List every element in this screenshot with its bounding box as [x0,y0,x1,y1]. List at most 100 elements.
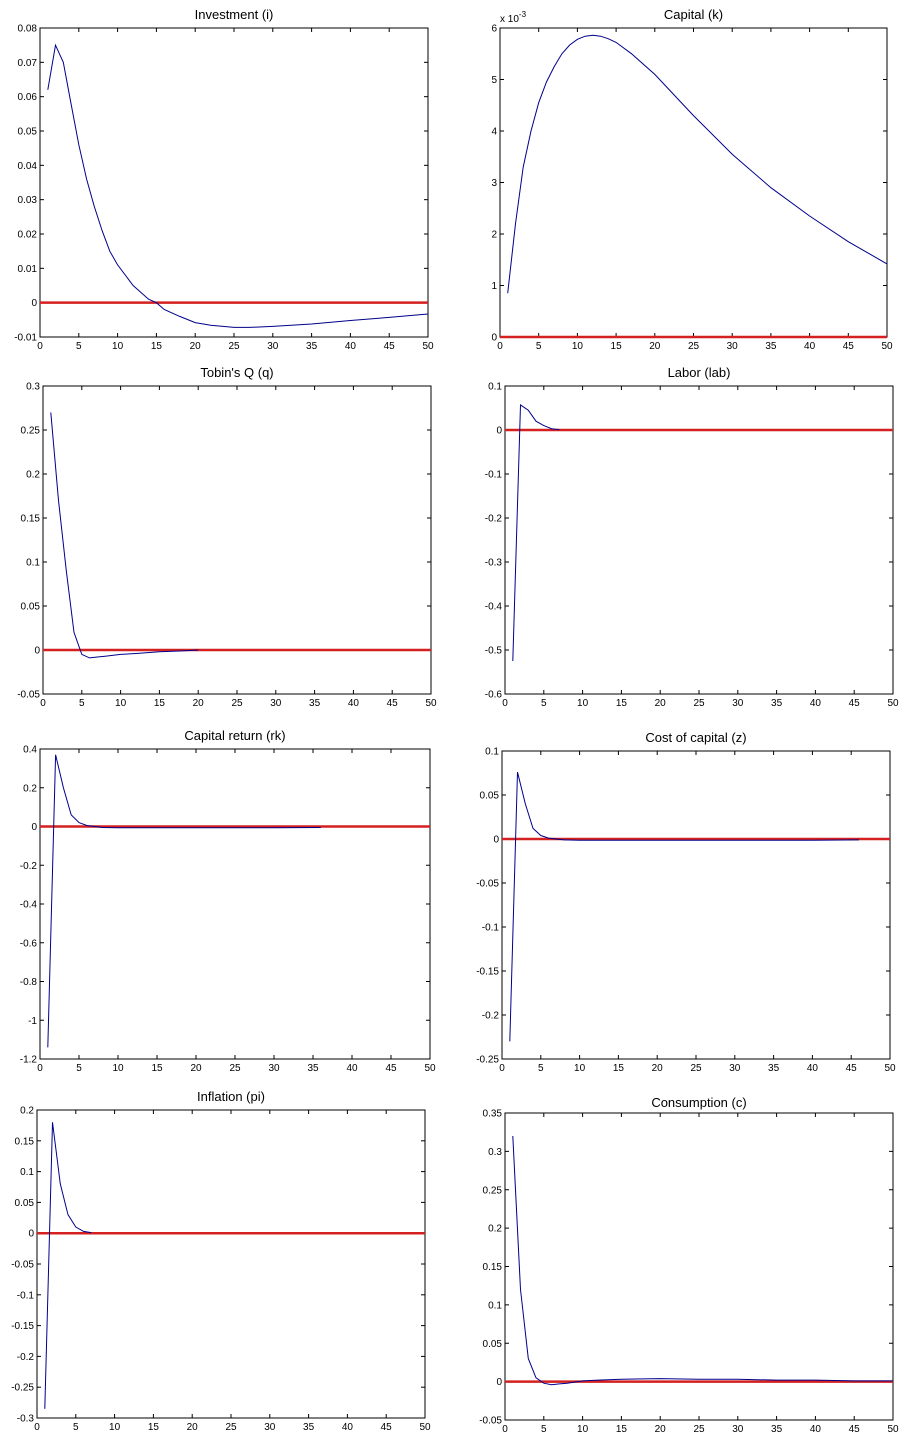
x-tick-label: 35 [307,1063,319,1074]
x-tick-label: 35 [306,341,318,352]
x-tick-label: 30 [267,341,279,352]
x-tick-label: 45 [381,1422,393,1433]
y-tick-label: 0 [491,333,497,344]
y-tick-label: 0.25 [483,1185,503,1196]
x-tick-label: 40 [348,698,360,709]
y-tick-label: 0.15 [483,1262,503,1273]
plot-area [504,1112,894,1421]
x-tick-label: 50 [881,341,893,352]
y-tick-label: 0.1 [26,558,40,569]
y-tick-label: -0.3 [485,558,503,569]
plot-area [42,385,432,695]
x-tick-label: 5 [541,1424,547,1435]
x-tick-label: 25 [231,698,243,709]
y-tick-label: -0.15 [476,967,499,978]
x-tick-label: 5 [73,1422,79,1433]
y-tick-label: 4 [491,127,497,138]
x-tick-label: 40 [810,1424,822,1435]
x-tick-label: 0 [37,1063,43,1074]
x-tick-label: 0 [497,341,503,352]
y-tick-label: -0.15 [11,1321,34,1332]
x-tick-label: 10 [109,1422,121,1433]
y-tick-label: 0.4 [23,745,37,756]
chart-panel: Labor (lab) 0 5 10 15 20 25 30 35 40 45 50 -0.6 -0.5 -… [485,365,899,709]
y-tick-label: -0.25 [476,1055,499,1066]
y-tick-label: 0.05 [15,1198,35,1209]
chart-title: Cost of capital (z) [645,730,746,745]
y-tick-label: 0 [496,1377,502,1388]
series-line [512,1135,893,1386]
x-tick-label: 5 [76,341,82,352]
x-tick-label: 0 [502,698,508,709]
x-tick-label: 45 [846,1063,858,1074]
y-tick-label: -0.05 [17,690,40,701]
x-tick-label: 5 [538,1063,544,1074]
y-tick-label: 0.15 [15,1136,35,1147]
plot-area [39,27,429,338]
x-tick-label: 50 [425,698,437,709]
y-tick-label: -0.1 [482,923,500,934]
plot-area [36,1109,426,1419]
series-line [507,34,888,294]
chart-title: Consumption (c) [651,1095,746,1110]
y-tick-label: 2 [491,230,497,241]
x-tick-label: 50 [887,698,899,709]
x-tick-label: 40 [346,1063,358,1074]
y-tick-label: 0 [31,298,37,309]
y-tick-label: 0.15 [21,514,41,525]
x-tick-label: 10 [577,698,589,709]
x-tick-label: 15 [613,1063,625,1074]
x-tick-label: 45 [843,341,855,352]
y-tick-label: -0.4 [20,900,38,911]
y-tick-label: -0.6 [485,690,503,701]
x-tick-label: 20 [193,698,205,709]
y-tick-label: -0.3 [17,1414,35,1425]
x-tick-label: 10 [112,1063,124,1074]
y-tick-label: 0.1 [488,1300,502,1311]
chart-title: Inflation (pi) [197,1089,265,1104]
chart-panel: Capital (k)0 5 10 15 20 25 30 35 40 45 500123456x … [491,7,893,352]
y-tick-label: 6 [491,24,497,35]
y-tick-label: 0.25 [21,426,41,437]
x-tick-label: 15 [154,698,166,709]
y-tick-label: 0 [496,426,502,437]
x-tick-label: 45 [849,1424,861,1435]
series-line [44,1122,92,1409]
x-tick-label: 50 [419,1422,431,1433]
x-tick-label: 45 [849,698,861,709]
series-line [50,412,199,659]
y-tick-label: -0.2 [485,514,503,525]
x-tick-label: 50 [422,341,434,352]
x-tick-label: 25 [690,1063,702,1074]
plot-area [504,385,894,695]
x-tick-label: 40 [807,1063,819,1074]
y-tick-label: 0.01 [18,264,38,275]
y-tick-label: 0 [493,835,499,846]
y-tick-label: 0.05 [21,602,41,613]
x-tick-label: 15 [616,1424,628,1435]
x-tick-label: 5 [536,341,542,352]
chart-panel: Tobin's Q (q)0 5 10 15 20 25 30 35 40 45 50-0.0500… [17,365,437,709]
x-tick-label: 10 [577,1424,589,1435]
x-tick-label: 40 [345,341,357,352]
y-tick-label: -0.6 [20,938,38,949]
x-tick-label: 25 [225,1422,237,1433]
chart-title: Tobin's Q (q) [200,365,273,380]
chart-panel: Investment (i)0 5 10 15 20 25 30 35 40 45 50-0.010… [14,7,434,352]
y-tick-label: -1 [28,1016,37,1027]
y-tick-label: 0.3 [488,1147,502,1158]
x-tick-label: 10 [572,341,584,352]
x-tick-label: 25 [229,1063,241,1074]
y-tick-label: 0.04 [18,161,38,172]
y-tick-label: 0.08 [18,24,38,35]
plot-area [499,27,888,338]
x-tick-label: 45 [385,1063,397,1074]
chart-panel: Cost of capital (z) 0 5 10 15 20 25 30 35 40 45 50 -… [476,730,896,1074]
y-tick-label: 5 [491,75,497,86]
y-tick-label: 0.02 [18,230,38,241]
y-tick-label: 0.35 [483,1109,503,1120]
x-tick-label: 25 [693,1424,705,1435]
x-tick-label: 20 [190,341,202,352]
chart-title: Labor (lab) [668,365,731,380]
y-tick-label: -0.4 [485,602,503,613]
